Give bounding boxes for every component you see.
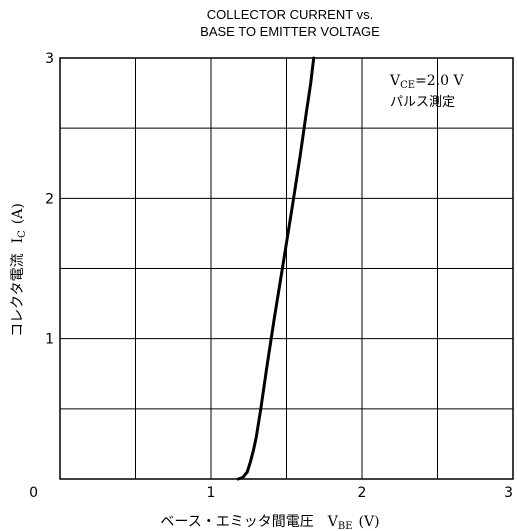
y-axis-title: コレクタ電流 IC (A) [10,203,28,337]
condition-annotation: VCE=2.0 V パルス測定 [389,73,465,110]
x-axis-label: ベース・エミッタ間電圧 [160,514,313,530]
y-axis-unit: (A) [10,203,26,224]
y-tick-label: 1 [45,332,54,348]
y-axis-sub: C [17,230,28,238]
chart-title-line1: COLLECTOR CURRENT vs. [207,7,373,22]
x-axis-title: ベース・エミッタ間電圧 VBE (V) [160,514,379,531]
y-tick-label: 3 [45,51,54,67]
x-axis-sub: BE [338,521,353,531]
x-tick-label: 3 [504,485,513,501]
condition-label: VCE=2.0 V [389,73,465,91]
x-tick-label: 0 [29,485,38,501]
plot-frame [59,57,514,480]
condition-value: =2.0 V [415,73,464,89]
condition-sub: CE [400,80,415,91]
condition-note: パルス測定 [390,95,455,110]
condition-symbol: V [389,73,401,89]
y-axis-label: コレクタ電流 [10,253,26,336]
x-axis-symbol: V [327,514,339,530]
grid [60,58,513,479]
y-axis-symbol: I [10,238,26,244]
chart-title-line2: BASE TO EMITTER VOLTAGE [200,24,380,39]
x-axis-unit: (V) [359,514,380,530]
series-line [236,56,316,481]
tick-labels: 0 1 2 3 1 2 3 [29,51,513,501]
x-tick-label: 1 [207,485,216,501]
x-tick-label: 2 [358,485,367,501]
y-tick-label: 2 [45,191,54,207]
